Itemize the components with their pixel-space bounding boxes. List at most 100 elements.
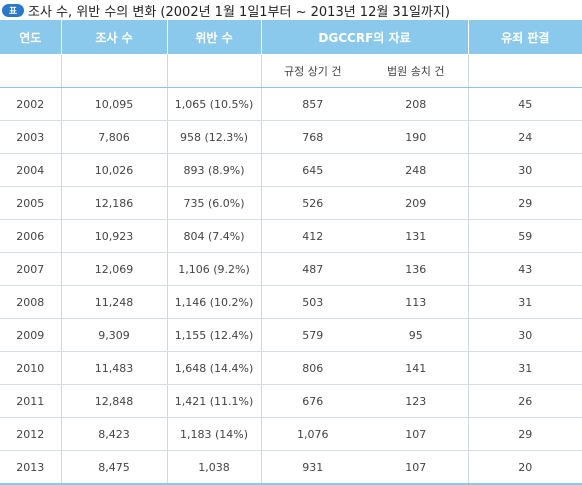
- cell-inspections: 10,923: [61, 220, 167, 253]
- cell-convictions: 29: [468, 187, 582, 220]
- table-row: 2013 8,475 1,038 931 107 20: [0, 451, 582, 485]
- cell-convictions: 45: [468, 88, 582, 121]
- cell-regulation: 931: [261, 451, 364, 485]
- subheader-regulation: 규정 상기 건: [261, 54, 364, 88]
- cell-regulation: 645: [261, 154, 364, 187]
- cell-convictions: 31: [468, 352, 582, 385]
- cell-court: 248: [364, 154, 468, 187]
- cell-violations: 958 (12.3%): [167, 121, 261, 154]
- cell-convictions: 43: [468, 253, 582, 286]
- header-year: 연도: [0, 20, 61, 54]
- cell-year: 2010: [0, 352, 61, 385]
- cell-convictions: 30: [468, 319, 582, 352]
- cell-violations: 893 (8.9%): [167, 154, 261, 187]
- cell-year: 2002: [0, 88, 61, 121]
- data-table: 연도 조사 수 위반 수 DGCCRF의 자료 유죄 판결 규정 상기 건 법원…: [0, 20, 582, 485]
- header-violations: 위반 수: [167, 20, 261, 54]
- cell-inspections: 10,095: [61, 88, 167, 121]
- table-row: 2005 12,186 735 (6.0%) 526 209 29: [0, 187, 582, 220]
- cell-violations: 735 (6.0%): [167, 187, 261, 220]
- table-badge: 표: [2, 4, 24, 17]
- cell-court: 208: [364, 88, 468, 121]
- cell-inspections: 12,848: [61, 385, 167, 418]
- table-row: 2012 8,423 1,183 (14%) 1,076 107 29: [0, 418, 582, 451]
- cell-violations: 1,155 (12.4%): [167, 319, 261, 352]
- table-row: 2004 10,026 893 (8.9%) 645 248 30: [0, 154, 582, 187]
- cell-court: 107: [364, 418, 468, 451]
- cell-regulation: 487: [261, 253, 364, 286]
- cell-year: 2013: [0, 451, 61, 485]
- cell-violations: 1,421 (11.1%): [167, 385, 261, 418]
- cell-inspections: 7,806: [61, 121, 167, 154]
- table-row: 2006 10,923 804 (7.4%) 412 131 59: [0, 220, 582, 253]
- cell-convictions: 20: [468, 451, 582, 485]
- table-row: 2002 10,095 1,065 (10.5%) 857 208 45: [0, 88, 582, 121]
- cell-regulation: 1,076: [261, 418, 364, 451]
- cell-violations: 1,038: [167, 451, 261, 485]
- cell-violations: 1,183 (14%): [167, 418, 261, 451]
- cell-regulation: 768: [261, 121, 364, 154]
- table-row: 2007 12,069 1,106 (9.2%) 487 136 43: [0, 253, 582, 286]
- table-row: 2009 9,309 1,155 (12.4%) 579 95 30: [0, 319, 582, 352]
- cell-inspections: 10,026: [61, 154, 167, 187]
- cell-violations: 1,106 (9.2%): [167, 253, 261, 286]
- cell-regulation: 503: [261, 286, 364, 319]
- table-caption: 표 조사 수, 위반 수의 변화 (2002년 1월 1일1부터 ~ 2013년…: [0, 0, 582, 20]
- cell-regulation: 526: [261, 187, 364, 220]
- subheader-empty: [61, 54, 167, 88]
- cell-inspections: 11,248: [61, 286, 167, 319]
- cell-court: 190: [364, 121, 468, 154]
- subheader-court: 법원 송치 건: [364, 54, 468, 88]
- cell-inspections: 9,309: [61, 319, 167, 352]
- cell-regulation: 676: [261, 385, 364, 418]
- cell-year: 2004: [0, 154, 61, 187]
- cell-violations: 1,065 (10.5%): [167, 88, 261, 121]
- cell-inspections: 8,475: [61, 451, 167, 485]
- cell-year: 2008: [0, 286, 61, 319]
- cell-court: 123: [364, 385, 468, 418]
- cell-year: 2011: [0, 385, 61, 418]
- cell-inspections: 12,186: [61, 187, 167, 220]
- cell-court: 209: [364, 187, 468, 220]
- cell-regulation: 579: [261, 319, 364, 352]
- header-dgccrf: DGCCRF의 자료: [261, 20, 468, 54]
- cell-year: 2006: [0, 220, 61, 253]
- cell-convictions: 30: [468, 154, 582, 187]
- cell-court: 107: [364, 451, 468, 485]
- table-row: 2010 11,483 1,648 (14.4%) 806 141 31: [0, 352, 582, 385]
- header-row: 연도 조사 수 위반 수 DGCCRF의 자료 유죄 판결: [0, 20, 582, 54]
- cell-year: 2003: [0, 121, 61, 154]
- table-row: 2011 12,848 1,421 (11.1%) 676 123 26: [0, 385, 582, 418]
- cell-inspections: 11,483: [61, 352, 167, 385]
- cell-year: 2012: [0, 418, 61, 451]
- header-inspections: 조사 수: [61, 20, 167, 54]
- cell-violations: 1,146 (10.2%): [167, 286, 261, 319]
- cell-court: 95: [364, 319, 468, 352]
- subheader-row: 규정 상기 건 법원 송치 건: [0, 54, 582, 88]
- table-row: 2008 11,248 1,146 (10.2%) 503 113 31: [0, 286, 582, 319]
- table-body: 2002 10,095 1,065 (10.5%) 857 208 45 2003 7,806…: [0, 88, 582, 485]
- cell-violations: 804 (7.4%): [167, 220, 261, 253]
- cell-regulation: 412: [261, 220, 364, 253]
- header-convictions: 유죄 판결: [468, 20, 582, 54]
- cell-convictions: 59: [468, 220, 582, 253]
- cell-inspections: 8,423: [61, 418, 167, 451]
- subheader-empty: [167, 54, 261, 88]
- subheader-empty: [0, 54, 61, 88]
- cell-court: 113: [364, 286, 468, 319]
- cell-convictions: 29: [468, 418, 582, 451]
- cell-year: 2007: [0, 253, 61, 286]
- cell-court: 131: [364, 220, 468, 253]
- subheader-empty: [468, 54, 582, 88]
- table-row: 2003 7,806 958 (12.3%) 768 190 24: [0, 121, 582, 154]
- cell-year: 2009: [0, 319, 61, 352]
- cell-inspections: 12,069: [61, 253, 167, 286]
- cell-convictions: 31: [468, 286, 582, 319]
- cell-convictions: 24: [468, 121, 582, 154]
- cell-violations: 1,648 (14.4%): [167, 352, 261, 385]
- cell-court: 141: [364, 352, 468, 385]
- cell-convictions: 26: [468, 385, 582, 418]
- cell-regulation: 857: [261, 88, 364, 121]
- cell-year: 2005: [0, 187, 61, 220]
- cell-court: 136: [364, 253, 468, 286]
